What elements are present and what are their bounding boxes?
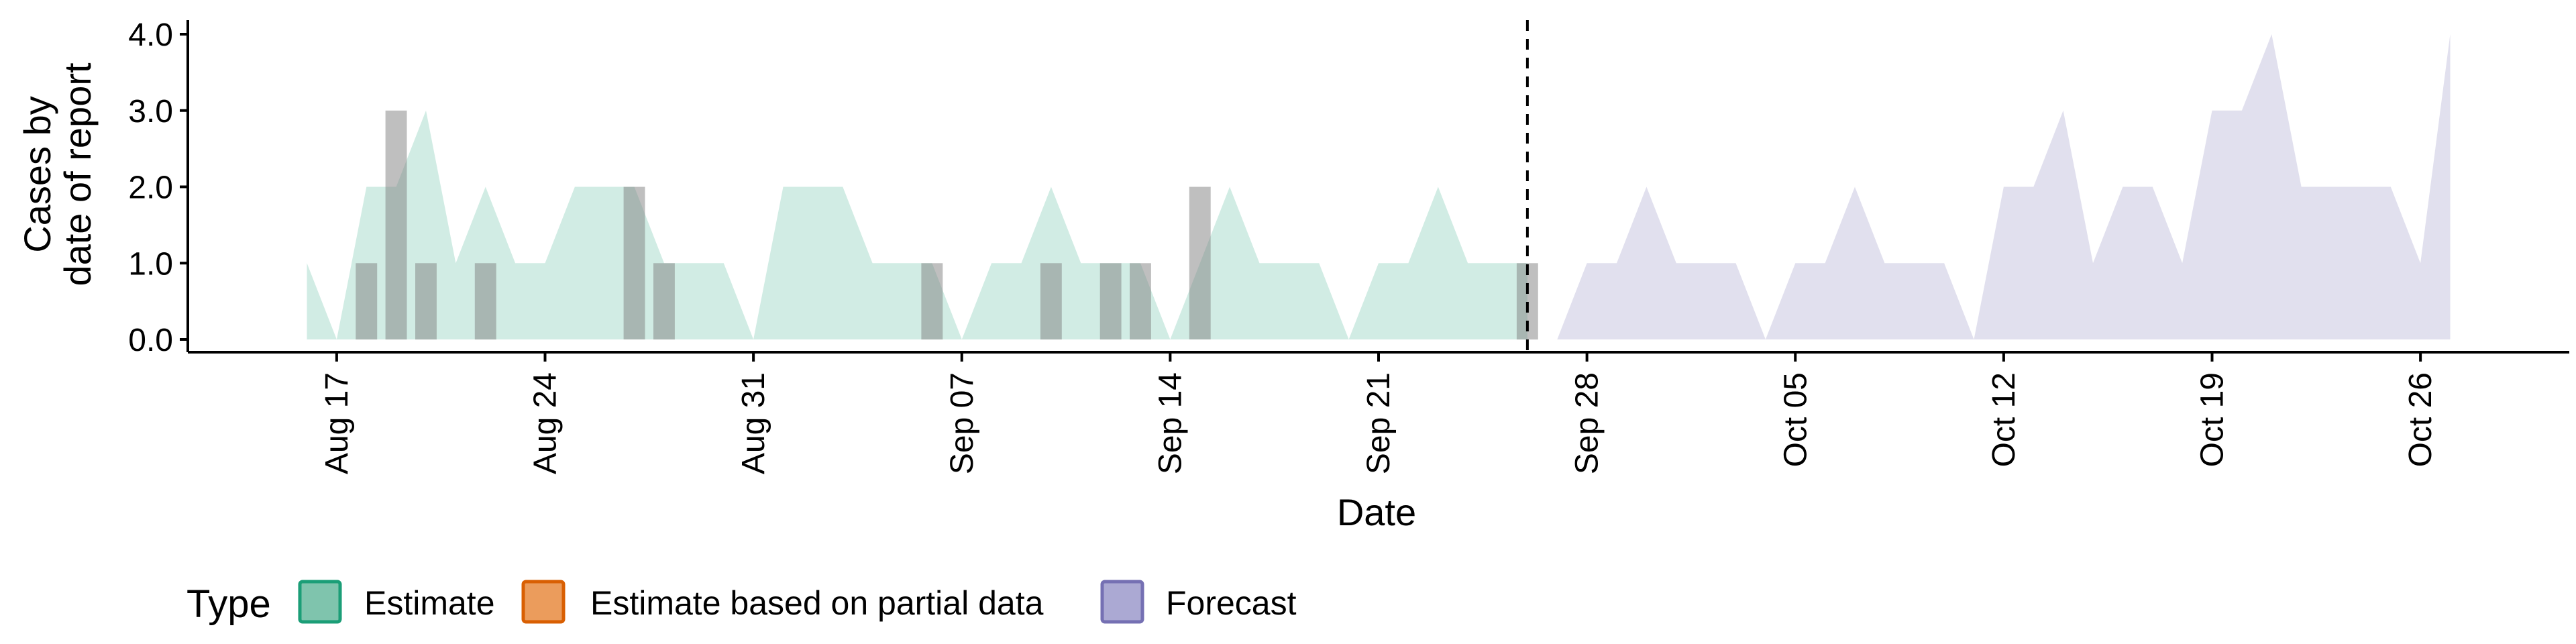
area-estimate	[307, 110, 1527, 340]
legend-label-estimate-partial: Estimate based on partial data	[590, 584, 1044, 622]
x-tick-label-2: Aug 31	[736, 372, 771, 474]
reported-bar-2	[415, 263, 437, 340]
reported-bar-0	[356, 263, 378, 340]
axes: 0.0 1.0 2.0 3.0 4.0 Aug 17 Aug 24 Aug 31 Sep 07 S…	[128, 17, 2569, 474]
x-tick-label-3: Sep 07	[945, 372, 980, 474]
x-tick-label-8: Oct 12	[1986, 372, 2022, 467]
reported-bar-7	[1040, 263, 1062, 340]
x-tick-label-0: Aug 17	[319, 372, 355, 474]
x-tick-label-4: Sep 14	[1152, 372, 1188, 474]
reported-bar-4	[623, 186, 645, 339]
legend-key-forecast	[1100, 580, 1144, 624]
legend: Type Estimate Estimate based on partial …	[186, 580, 1297, 626]
reported-bar-9	[1130, 263, 1151, 340]
y-tick-label-1: 1.0	[128, 246, 173, 282]
reported-bar-1	[385, 110, 407, 340]
reported-bar-5	[653, 263, 675, 340]
x-tick-label-10: Oct 26	[2403, 372, 2438, 467]
y-axis-title-line-1: Cases by	[16, 96, 58, 252]
reported-bar-6	[921, 263, 943, 340]
y-axis-title-line-2: date of report	[56, 62, 99, 286]
x-tick-label-5: Sep 21	[1361, 372, 1397, 474]
legend-label-forecast: Forecast	[1166, 584, 1297, 622]
reported-bar-3	[474, 263, 496, 340]
x-tick-label-1: Aug 24	[528, 372, 564, 474]
y-tick-label-3: 3.0	[128, 94, 173, 129]
legend-key-estimate	[298, 580, 342, 624]
y-tick-label-2: 2.0	[128, 170, 173, 206]
legend-title: Type	[186, 582, 271, 626]
legend-label-estimate: Estimate	[364, 584, 495, 622]
legend-key-estimate-partial	[521, 580, 566, 624]
x-tick-label-9: Oct 19	[2195, 372, 2231, 467]
x-axis-title: Date	[1337, 491, 1416, 533]
x-tick-label-6: Sep 28	[1570, 372, 1605, 474]
y-tick-label-0: 0.0	[128, 323, 173, 358]
x-tick-label-7: Oct 05	[1778, 372, 1813, 467]
reported-bar-8	[1099, 263, 1122, 340]
y-tick-label-4: 4.0	[128, 17, 173, 53]
area-forecast	[1557, 34, 2451, 339]
reported-bar-10	[1189, 186, 1211, 339]
plot-area	[307, 20, 2451, 352]
